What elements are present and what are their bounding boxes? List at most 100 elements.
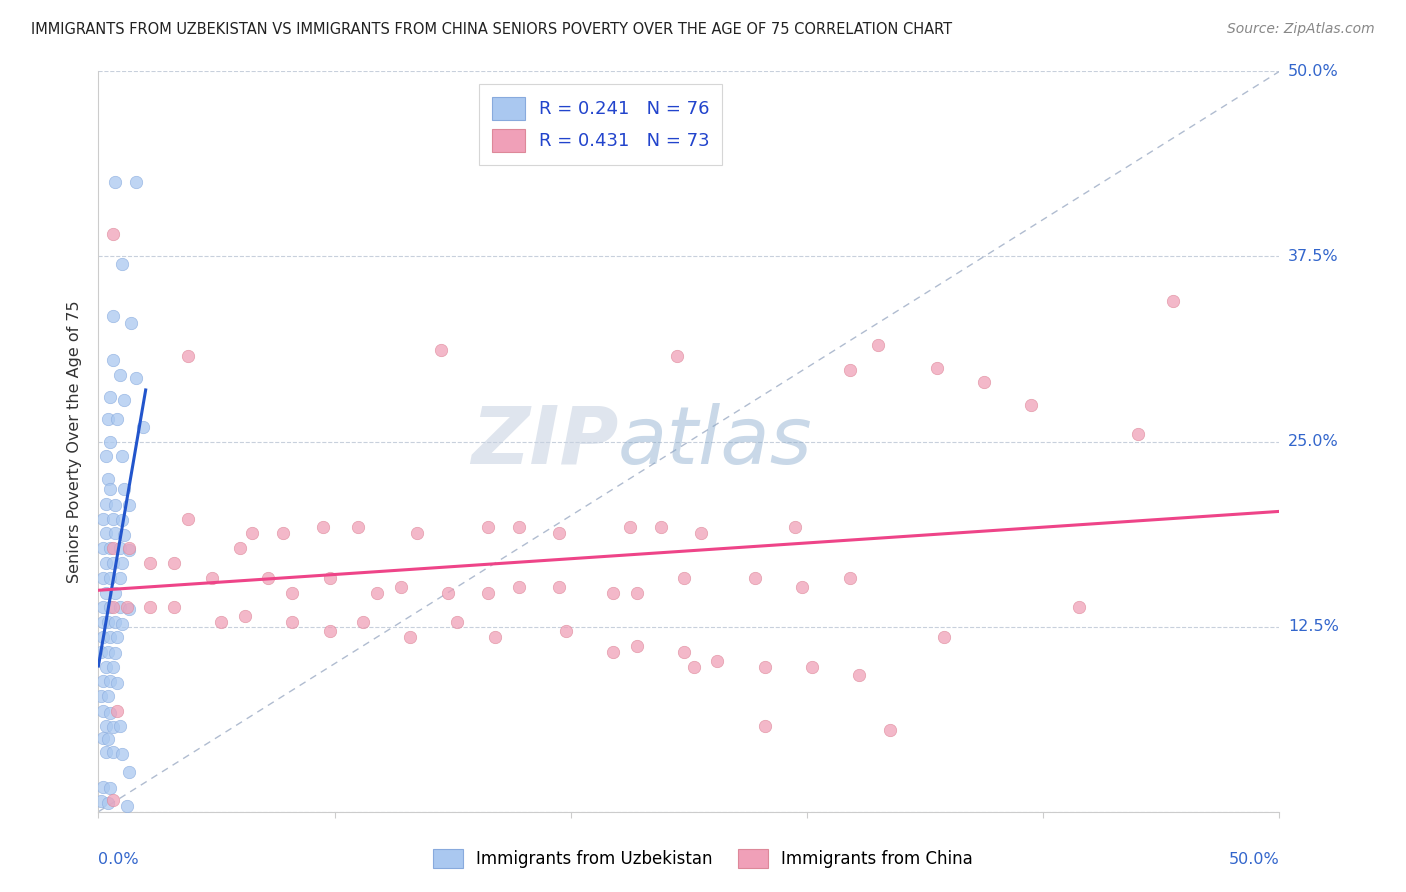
Point <box>104 615 127 630</box>
Point <box>105 676 128 690</box>
Text: 50.0%: 50.0% <box>1229 853 1279 867</box>
Point <box>111 257 134 271</box>
Point <box>112 393 135 408</box>
Point <box>932 630 955 644</box>
Point <box>271 526 294 541</box>
Point <box>104 175 127 190</box>
Point <box>682 659 704 673</box>
Point <box>785 520 807 534</box>
Point <box>800 659 823 673</box>
Point <box>91 704 114 718</box>
Point <box>94 556 117 570</box>
Point <box>879 723 901 738</box>
Point <box>94 585 117 599</box>
Text: 12.5%: 12.5% <box>1288 619 1339 634</box>
Point <box>101 659 124 673</box>
Point <box>104 498 127 512</box>
Point <box>97 732 120 747</box>
Point <box>352 615 374 630</box>
Point <box>91 731 114 745</box>
Point <box>744 571 766 585</box>
Point <box>98 780 121 795</box>
Point <box>1161 293 1184 308</box>
Point <box>626 639 648 653</box>
Point <box>112 528 135 542</box>
Point <box>139 600 162 615</box>
Point <box>281 615 304 630</box>
Point <box>619 520 641 534</box>
Point <box>101 309 124 323</box>
Point <box>548 526 571 541</box>
Point <box>98 390 121 404</box>
Point <box>91 630 114 644</box>
Point <box>108 571 131 585</box>
Text: ZIP: ZIP <box>471 402 619 481</box>
Point <box>673 645 696 659</box>
Text: 50.0%: 50.0% <box>1288 64 1339 78</box>
Point <box>91 600 114 615</box>
Point <box>98 706 121 720</box>
Point <box>98 600 121 615</box>
Point <box>477 585 499 599</box>
Point <box>163 600 186 615</box>
Point <box>94 719 117 733</box>
Point <box>177 511 200 525</box>
Point <box>125 175 148 190</box>
Point <box>90 690 112 704</box>
Point <box>866 338 889 352</box>
Point <box>163 556 186 570</box>
Point <box>602 585 624 599</box>
Point <box>91 541 114 556</box>
Point <box>108 600 131 615</box>
Point <box>125 371 148 385</box>
Point <box>105 704 128 718</box>
Point <box>121 316 143 330</box>
Text: 0.0%: 0.0% <box>98 853 139 867</box>
Point <box>548 580 571 594</box>
Point <box>508 520 530 534</box>
Point <box>108 541 131 556</box>
Point <box>177 349 200 363</box>
Point <box>91 511 114 525</box>
Point <box>437 585 460 599</box>
Point <box>115 600 138 615</box>
Point <box>104 526 127 541</box>
Point <box>108 368 131 382</box>
Point <box>101 353 124 368</box>
Point <box>105 630 128 644</box>
Point <box>101 793 124 807</box>
Point <box>118 541 141 556</box>
Point <box>108 719 131 733</box>
Point <box>689 526 711 541</box>
Point <box>98 630 121 644</box>
Point <box>477 520 499 534</box>
Point <box>838 363 860 377</box>
Point <box>90 794 112 808</box>
Text: 37.5%: 37.5% <box>1288 249 1339 264</box>
Point <box>838 571 860 585</box>
Point <box>281 585 304 599</box>
Point <box>98 434 121 449</box>
Point <box>91 571 114 585</box>
Point <box>111 450 134 464</box>
Point <box>257 571 280 585</box>
Point <box>792 580 814 594</box>
Point <box>389 580 412 594</box>
Point <box>555 624 578 638</box>
Point <box>112 482 135 496</box>
Point <box>347 520 370 534</box>
Point <box>399 630 422 644</box>
Point <box>97 471 120 485</box>
Point <box>706 654 728 668</box>
Y-axis label: Seniors Poverty Over the Age of 75: Seniors Poverty Over the Age of 75 <box>67 301 83 582</box>
Point <box>97 796 120 810</box>
Point <box>484 630 506 644</box>
Point <box>101 511 124 525</box>
Point <box>139 556 162 570</box>
Point <box>626 585 648 599</box>
Point <box>673 571 696 585</box>
Point <box>90 645 112 659</box>
Point <box>104 585 127 599</box>
Point <box>319 624 342 638</box>
Point <box>97 690 120 704</box>
